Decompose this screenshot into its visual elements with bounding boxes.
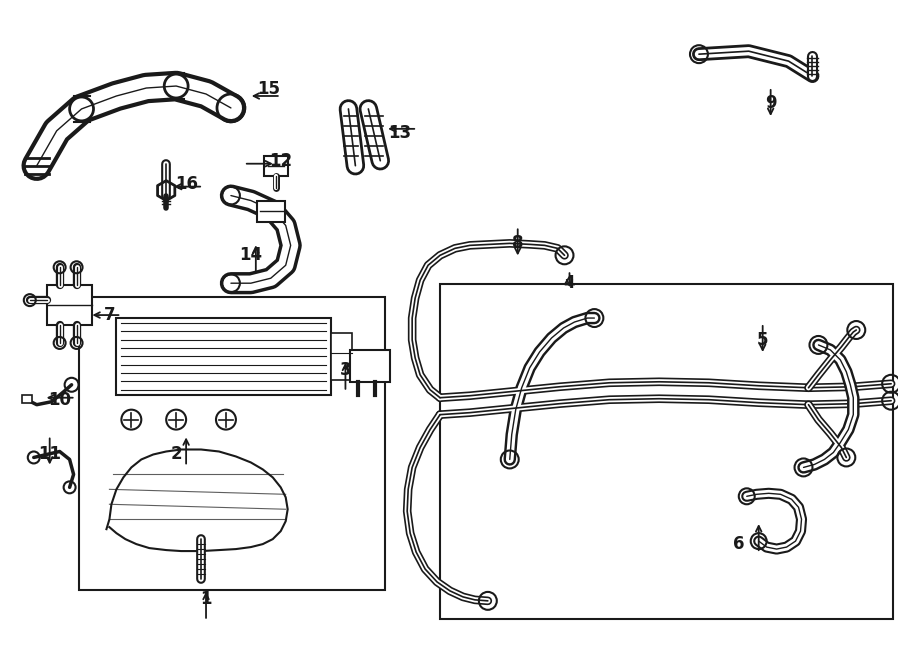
Text: 5: 5 xyxy=(757,331,769,349)
Text: 16: 16 xyxy=(176,175,199,192)
Bar xyxy=(116,318,330,395)
Text: 8: 8 xyxy=(512,235,524,253)
Text: 4: 4 xyxy=(563,274,575,292)
Bar xyxy=(47,285,92,325)
Text: 1: 1 xyxy=(201,590,212,608)
Text: 3: 3 xyxy=(339,361,351,379)
Bar xyxy=(330,333,353,380)
Text: 11: 11 xyxy=(38,446,61,463)
Text: 6: 6 xyxy=(733,535,744,553)
Text: 9: 9 xyxy=(765,94,777,112)
Text: 14: 14 xyxy=(239,247,263,264)
Bar xyxy=(264,156,288,176)
Bar xyxy=(350,350,391,382)
Text: 12: 12 xyxy=(269,152,292,170)
Text: 15: 15 xyxy=(257,80,280,98)
Text: 13: 13 xyxy=(389,124,412,142)
Bar xyxy=(440,284,893,619)
Bar xyxy=(22,395,32,403)
Text: 7: 7 xyxy=(104,306,115,324)
Text: 2: 2 xyxy=(170,446,182,463)
Bar xyxy=(78,297,385,590)
Text: 10: 10 xyxy=(48,391,71,408)
Bar xyxy=(256,200,284,223)
